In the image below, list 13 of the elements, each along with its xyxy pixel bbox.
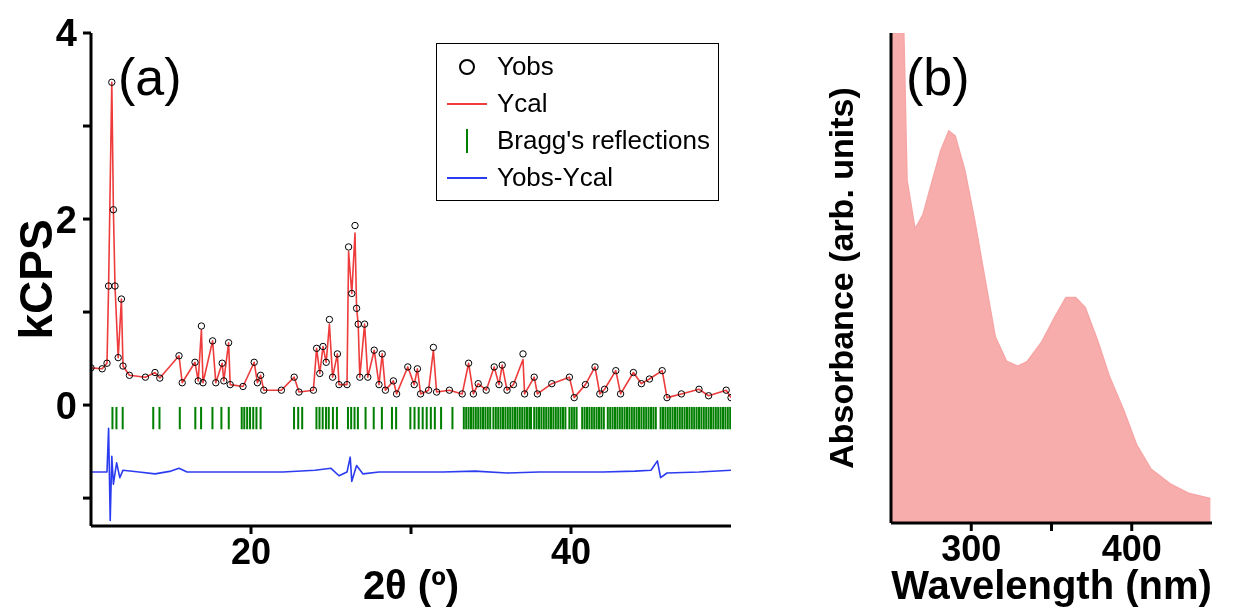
y-axis-title: Absorbance (arb. units) — [822, 87, 860, 469]
annotation: (a) — [118, 47, 182, 107]
legend-label: Bragg's reflections — [496, 125, 710, 156]
y-tick-label: 4 — [55, 12, 77, 55]
legend-label: Ycal — [496, 88, 548, 119]
annotation: (b) — [906, 47, 970, 107]
x-tick-label: 20 — [230, 530, 272, 572]
legend-label: Yobs — [496, 51, 554, 82]
line-series — [91, 427, 731, 522]
x-axis-title: 2θ (º) — [362, 563, 460, 607]
y-tick-label: 0 — [55, 384, 77, 427]
legend-label: Yobs-Ycal — [496, 162, 614, 193]
x-tick-label: 40 — [550, 530, 592, 572]
